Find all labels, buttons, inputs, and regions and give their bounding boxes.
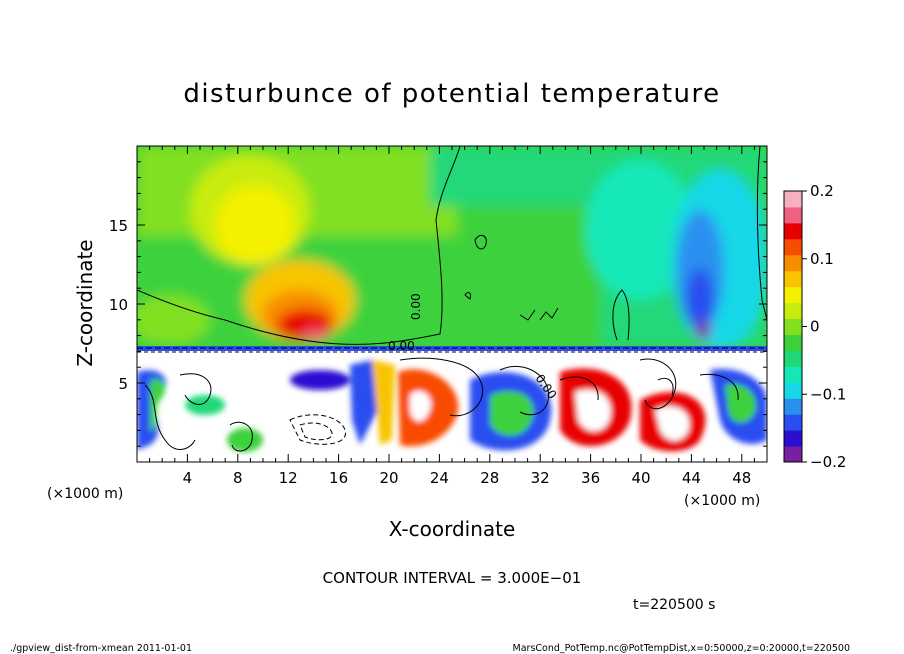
time-label: t=220500 s [633,597,715,613]
x-unit-label-right: (×1000 m) [684,493,760,509]
colorbar-tick-label: 0 [810,318,820,336]
y-tick-label: 10 [109,296,128,314]
colorbar-swatch [784,414,802,431]
y-tick-label: 15 [109,217,128,235]
chart-title: disturbunce of potential temperature [183,79,720,109]
x-tick-label: 40 [631,469,650,487]
colorbar-swatch [784,286,802,304]
field-upper [137,146,767,350]
x-tick-label: 28 [480,469,499,487]
y-axis-label: Z-coordinate [73,239,97,366]
x-tick-label: 36 [581,469,600,487]
x-tick-label: 12 [279,469,298,487]
contour-label: 0.00 [388,339,415,353]
x-tick-label: 20 [379,469,398,487]
colorbar-swatch [784,222,802,240]
footer-left: ./gpview_dist-from-xmean 2011-01-01 [10,643,192,654]
x-tick-label: 24 [430,469,449,487]
colorbar-swatch [784,350,802,367]
colorbar-swatch [784,206,802,224]
lower-anomalies [137,360,767,452]
contour-label: 0.00 [409,293,423,320]
colorbar-swatch [784,398,802,415]
colorbar-swatch [784,302,802,320]
x-tick-label: 44 [682,469,701,487]
x-unit-label-left: (×1000 m) [47,486,123,502]
colorbar-swatch [784,318,802,335]
footer-right: MarsCond_PotTemp.nc@PotTempDist,x=0:5000… [513,643,850,654]
x-axis-ticks: 4 8 12 16 20 24 28 32 36 40 44 48 [149,146,755,487]
y-axis-ticks: 5 10 15 [109,161,767,447]
colorbar-swatch [784,430,802,447]
x-tick-label: 32 [531,469,550,487]
colorbar-swatch [784,254,802,272]
colorbar-swatch [784,446,802,463]
x-axis-label: X-coordinate [389,517,516,541]
x-tick-label: 16 [329,469,348,487]
plot-area: 0.00 0.00 0.00 [137,146,767,462]
contour-interval-text: CONTOUR INTERVAL = 3.000E−01 [323,569,582,587]
colorbar-swatch [784,382,802,399]
x-tick-label: 8 [233,469,243,487]
colorbar-tick-label: −0.1 [810,385,846,403]
colorbar: 0.2 0.1 0 −0.1 −0.2 [783,182,846,471]
y-tick-label: 5 [118,375,128,393]
colorbar-tick-label: −0.2 [810,453,846,471]
contour-lines [137,146,767,452]
x-tick-label: 48 [732,469,751,487]
colorbar-tick-label: 0.2 [810,182,834,200]
colorbar-swatch [784,270,802,288]
x-tick-label: 4 [183,469,193,487]
colorbar-swatch [784,191,802,208]
colorbar-tick-label: 0.1 [810,250,834,268]
colorbar-swatch [784,334,802,351]
colorbar-swatch [784,366,802,383]
colorbar-swatch [784,238,802,256]
